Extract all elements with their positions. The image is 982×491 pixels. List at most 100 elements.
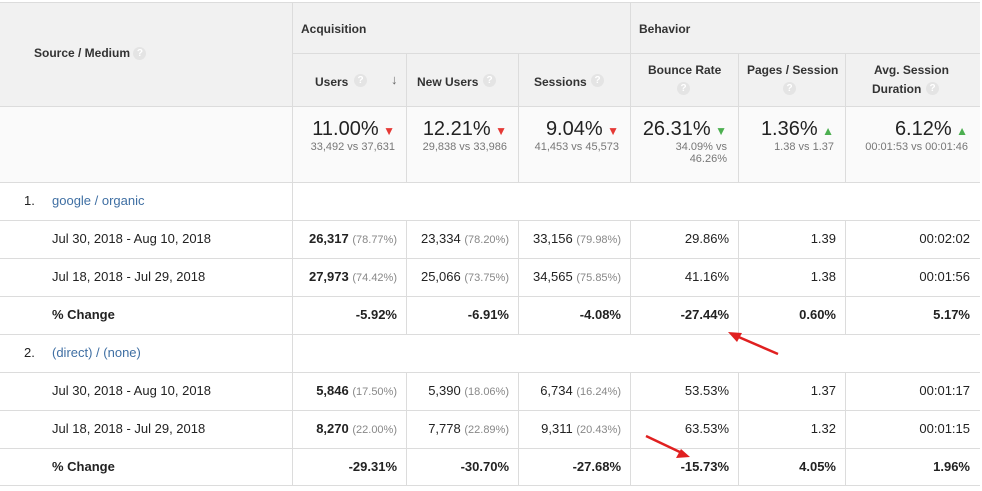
cell-users-value: 8,270 <box>316 421 349 436</box>
source-medium-label: Source / Medium <box>34 46 131 60</box>
cell-sessions-pct: (16.24%) <box>576 386 621 398</box>
column-header-sessions[interactable]: Sessions ? <box>518 54 631 106</box>
summary-sessions-sub: 41,453 vs 45,573 <box>534 141 619 153</box>
column-header-bounce-rate[interactable]: Bounce Rate ? <box>630 54 739 106</box>
cell-users-pct: (17.50%) <box>352 386 397 398</box>
column-header-new-users[interactable]: New Users ? <box>406 54 519 106</box>
cell-users: 27,973 (74.42%) <box>292 258 407 296</box>
column-header-pages-per-session[interactable]: Pages / Session ? <box>738 54 846 106</box>
cell-sessions-pct: (79.98%) <box>576 234 621 246</box>
acquisition-label: Acquisition <box>301 22 367 36</box>
summary-sessions: 9.04% ▼ 41,453 vs 45,573 <box>518 106 631 182</box>
help-icon[interactable]: ? <box>354 74 367 87</box>
change-sessions: -27.68% <box>518 448 631 486</box>
cell-sessions-value: 6,734 <box>540 383 573 398</box>
up-arrow-icon: ▲ <box>822 124 834 138</box>
table-row <box>0 220 980 258</box>
change-new-users: -30.70% <box>406 448 519 486</box>
group-cell-divider <box>292 334 407 372</box>
cell-users-pct: (78.77%) <box>352 234 397 246</box>
change-row <box>0 448 980 486</box>
cell-users: 8,270 (22.00%) <box>292 410 407 448</box>
change-bounce-rate: -15.73% <box>630 448 739 486</box>
help-icon[interactable]: ? <box>926 82 939 95</box>
cell-new-users: 5,390 (18.06%) <box>406 372 519 410</box>
help-icon[interactable]: ? <box>677 82 690 95</box>
sort-descending-icon[interactable]: ↓ <box>391 72 398 87</box>
help-icon[interactable]: ? <box>133 47 147 61</box>
summary-bounce-rate: 26.31% ▼ 34.09% vs 46.26% <box>630 106 739 182</box>
change-new-users: -6.91% <box>406 296 519 334</box>
row-date-range: Jul 18, 2018 - Jul 29, 2018 <box>52 269 206 284</box>
row-date-range: Jul 30, 2018 - Aug 10, 2018 <box>52 383 212 398</box>
avg-session-label-line1: Avg. Session <box>874 63 949 77</box>
cell-pages-per-session: 1.38 <box>738 258 846 296</box>
cell-sessions: 9,311 (20.43%) <box>518 410 631 448</box>
avg-session-label-line2: Duration <box>872 82 922 96</box>
cell-bounce-rate: 53.53% <box>630 372 739 410</box>
change-avg-duration: 1.96% <box>845 448 980 486</box>
acquisition-group: Acquisition <box>292 2 631 54</box>
help-icon[interactable]: ? <box>783 82 796 95</box>
cell-new-users-pct: (22.89%) <box>464 424 509 436</box>
change-pages-per-session: 0.60% <box>738 296 846 334</box>
summary-users-sub: 33,492 vs 37,631 <box>310 141 395 153</box>
sessions-column-label: Sessions <box>534 75 587 89</box>
cell-new-users-value: 25,066 <box>420 269 461 284</box>
summary-row <box>0 106 980 182</box>
cell-new-users-pct: (73.75%) <box>464 272 509 284</box>
change-bounce-rate: -27.44% <box>630 296 739 334</box>
cell-users-pct: (74.42%) <box>352 272 397 284</box>
summary-users-value: 11.00% <box>312 118 379 140</box>
bounce-rate-column-label: Bounce Rate <box>648 63 722 77</box>
row-date-range: Jul 18, 2018 - Jul 29, 2018 <box>52 421 206 436</box>
summary-pages-per-session: 1.36% ▲ 1.38 vs 1.37 <box>738 106 846 182</box>
cell-users-value: 27,973 <box>308 269 349 284</box>
cell-sessions: 6,734 (16.24%) <box>518 372 631 410</box>
cell-new-users: 7,778 (22.89%) <box>406 410 519 448</box>
summary-new-users: 12.21% ▼ 29,838 vs 33,986 <box>406 106 519 182</box>
cell-users-value: 5,846 <box>316 383 349 398</box>
cell-new-users-value: 7,778 <box>428 421 461 436</box>
group-link-google-organic[interactable]: google / organic <box>52 193 145 208</box>
group-row <box>0 334 980 372</box>
cell-avg-duration: 00:01:56 <box>845 258 980 296</box>
help-icon[interactable]: ? <box>483 74 496 87</box>
change-users: -29.31% <box>292 448 407 486</box>
cell-new-users-pct: (18.06%) <box>464 386 509 398</box>
cell-avg-duration: 00:01:15 <box>845 410 980 448</box>
summary-new-users-sub: 29,838 vs 33,986 <box>422 141 507 153</box>
cell-sessions: 34,565 (75.85%) <box>518 258 631 296</box>
group-cell-divider <box>292 182 407 220</box>
column-header-users[interactable]: Users ? ↓ <box>292 54 407 106</box>
new-users-column-label: New Users <box>417 75 479 89</box>
cell-new-users: 23,334 (78.20%) <box>406 220 519 258</box>
summary-pages-sub: 1.38 vs 1.37 <box>774 141 834 153</box>
behavior-group: Behavior <box>630 2 980 54</box>
row-date-range: Jul 30, 2018 - Aug 10, 2018 <box>52 231 212 246</box>
table-header-bg <box>0 2 980 106</box>
change-label: % Change <box>52 459 115 474</box>
source-medium-header[interactable]: Source / Medium ? <box>34 46 147 61</box>
summary-bounce-rate-sub1: 34.09% vs <box>675 141 727 153</box>
users-column-label: Users <box>315 75 349 89</box>
help-icon[interactable]: ? <box>591 74 604 87</box>
column-header-avg-session-duration[interactable]: Avg. Session Duration ? <box>845 54 980 106</box>
group-index: 1. <box>24 193 35 208</box>
cell-avg-duration: 00:01:17 <box>845 372 980 410</box>
summary-bounce-rate-sub2: 46.26% <box>689 153 727 165</box>
table-row <box>0 410 980 448</box>
summary-duration-sub: 00:01:53 vs 00:01:46 <box>865 141 968 153</box>
cell-sessions: 33,156 (79.98%) <box>518 220 631 258</box>
pages-per-session-column-label: Pages / Session <box>747 63 839 77</box>
cell-sessions-value: 34,565 <box>532 269 573 284</box>
change-row <box>0 296 980 334</box>
table-row <box>0 372 980 410</box>
group-row <box>0 182 980 220</box>
cell-users-pct: (22.00%) <box>352 424 397 436</box>
cell-sessions-value: 9,311 <box>541 421 573 436</box>
summary-bounce-rate-value: 26.31% <box>642 118 711 140</box>
change-label: % Change <box>52 307 115 322</box>
cell-users: 26,317 (78.77%) <box>292 220 407 258</box>
group-link-direct-none[interactable]: (direct) / (none) <box>52 345 141 360</box>
